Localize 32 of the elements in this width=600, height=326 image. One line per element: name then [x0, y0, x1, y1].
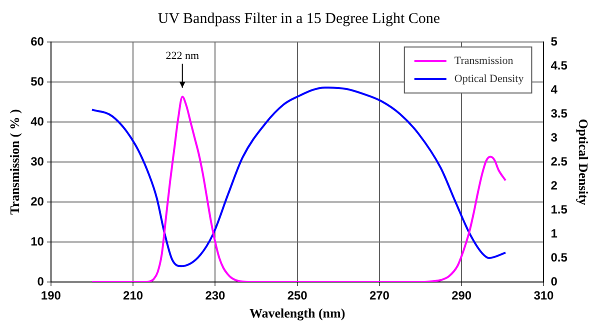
y2-tick-label: 5	[550, 34, 558, 48]
y2-axis-title: Optical Density	[576, 118, 591, 206]
y-tick-label: 60	[30, 34, 44, 48]
y2-tick-label: 3	[550, 130, 558, 144]
y-tick-label: 30	[30, 154, 44, 168]
x-tick-label: 310	[534, 288, 554, 303]
y2-tick-label: 0	[550, 274, 558, 288]
x-tick-label: 270	[369, 288, 390, 303]
x-tick-label: 250	[287, 288, 308, 303]
y2-tick-label: 4	[550, 82, 558, 96]
y-tick-label: 10	[30, 234, 44, 248]
y2-tick-label: 2.5	[550, 154, 568, 168]
legend-label: Optical Density	[454, 72, 524, 85]
legend-label: Transmission	[454, 54, 514, 67]
x-tick-label: 190	[40, 288, 62, 303]
x-tick-label: 230	[205, 288, 226, 303]
y-tick-label: 40	[30, 114, 44, 128]
y2-tick-label: 4.5	[550, 58, 568, 72]
y-tick-label: 20	[30, 194, 44, 208]
chart-title: UV Bandpass Filter in a 15 Degree Light Cone	[158, 10, 440, 27]
annotation: 222 nm	[166, 50, 200, 62]
y-axis-title: Transmission ( % )	[7, 109, 22, 215]
x-axis-title: Wavelength (nm)	[249, 306, 346, 321]
y-tick-label: 50	[30, 74, 44, 88]
y2-tick-label: 1	[550, 226, 558, 240]
y2-tick-label: 1.5	[550, 202, 568, 216]
x-tick-label: 290	[452, 288, 472, 303]
x-tick-label: 210	[123, 288, 144, 303]
y2-tick-label: 0.5	[550, 250, 568, 264]
y2-tick-label: 2	[550, 178, 558, 192]
y-tick-label: 0	[37, 274, 44, 288]
y2-tick-label: 3.5	[550, 106, 568, 120]
